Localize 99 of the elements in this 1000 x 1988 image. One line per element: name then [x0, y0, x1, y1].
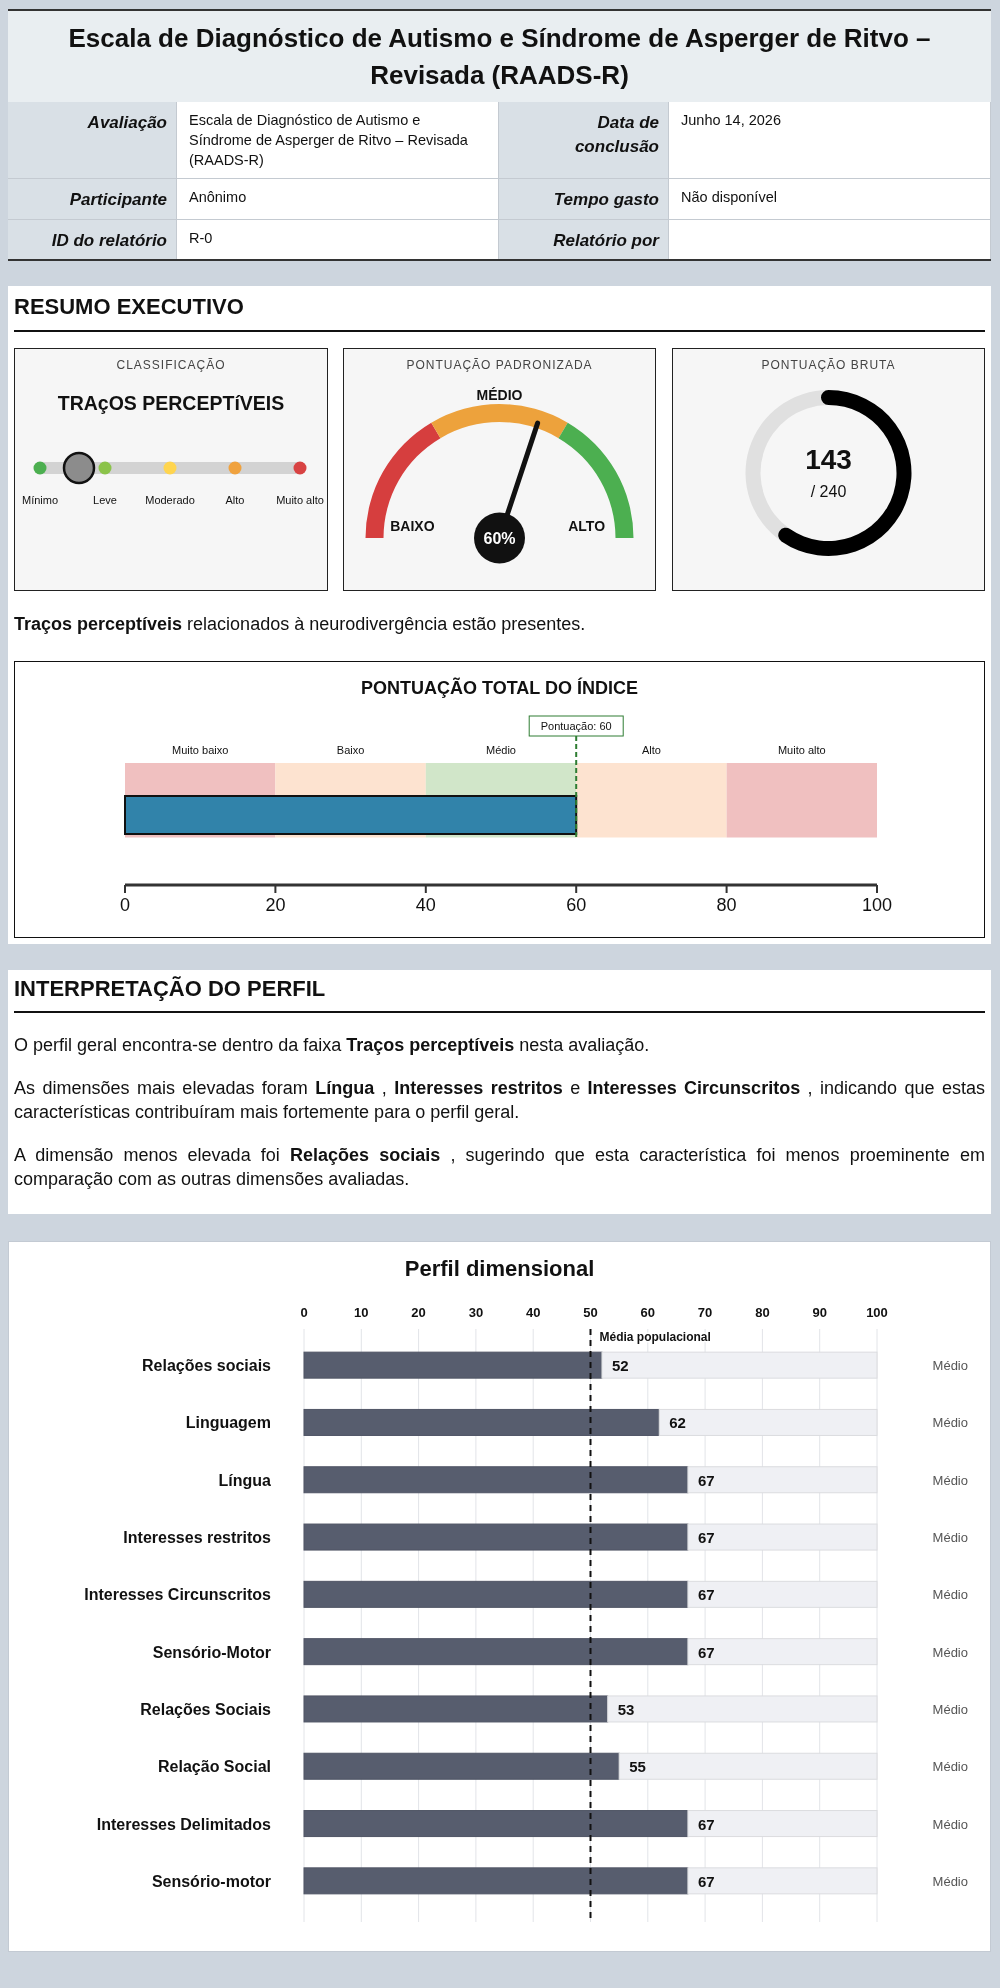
text: Médio [932, 1873, 968, 1889]
text: Junho 14, 2026 [669, 102, 991, 179]
text: Médio [932, 1816, 968, 1832]
band-label: Muito alto [777, 744, 826, 756]
x-tick-label: 80 [755, 1304, 770, 1320]
data-label: 67 [697, 1872, 715, 1890]
y-tick-label: Sensório-motor [151, 1872, 271, 1890]
x-tick-label: 0 [119, 895, 131, 915]
band-label: Baixo [336, 744, 365, 756]
text: Escala de Diagnóstico de Autismo e Síndrome de Asperger de Ritvo – Revisada (RAADS-R) [177, 102, 499, 179]
chart-title: Perfil dimensional [404, 1255, 595, 1281]
text: R-0 [177, 220, 499, 260]
text: TRAçOS PERCEPTíVEIS [57, 392, 285, 414]
text: As dimensões mais elevadas foram Língua , Interesses restritos e Interesses Circunscritos , indicando que estas características contribuíram mais fortemente para o perfil geral. [14, 1077, 986, 1122]
text: Médio [932, 1701, 968, 1717]
text: Médio [932, 1529, 968, 1545]
y-tick-label: Relação Social [158, 1757, 271, 1775]
bar [303, 1695, 609, 1723]
bar [303, 1408, 660, 1436]
band-label: Alto [641, 744, 661, 756]
bar [303, 1351, 603, 1379]
y-tick-label: Linguagem [185, 1413, 271, 1431]
x-tick-label: 20 [411, 1304, 426, 1320]
data-label: 67 [697, 1643, 715, 1661]
y-tick-label: Língua [218, 1471, 272, 1489]
y-tick-label: Interesses Delimitados [96, 1815, 272, 1833]
data-label: 67 [697, 1585, 715, 1603]
x-tick-label: 100 [866, 1304, 888, 1320]
x-tick-label: 40 [415, 895, 436, 915]
y-tick-label: Relações sociais [142, 1356, 272, 1374]
category-label: Alto [225, 494, 245, 506]
bar [303, 1523, 689, 1551]
text: Escala de Diagnóstico de Autismo e Síndrome de Asperger de Ritvo – Revisada (RAADS-R) [67, 21, 932, 92]
text: Médio [932, 1644, 968, 1660]
data-label: 143 [805, 443, 852, 474]
text: Médio [932, 1357, 968, 1373]
slice-label: MÉDIO [476, 387, 523, 403]
x-tick-label: 70 [697, 1304, 713, 1320]
text: Traços perceptíveis relacionados à neurodivergência estão presentes. [14, 613, 587, 636]
category-label: Moderado [145, 494, 195, 506]
text: O perfil geral encontra-se dentro da faixa Traços perceptíveis nesta avaliação. [14, 1034, 651, 1057]
x-tick-label: 90 [812, 1304, 827, 1320]
text: Médio [932, 1758, 968, 1774]
x-tick-label: 10 [354, 1304, 369, 1320]
x-tick-label: 100 [861, 895, 893, 915]
band-label: Muito baixo [172, 744, 229, 756]
text: Avaliação [8, 102, 177, 179]
y-tick-label: Interesses Circunscritos [84, 1585, 272, 1603]
x-tick-label: 0 [300, 1304, 308, 1320]
text: INTERPRETAÇÃO DO PERFIL [14, 976, 326, 1002]
text: Data de conclusão [499, 102, 669, 179]
category-label: Mínimo [21, 494, 59, 506]
x-tick-label: 40 [525, 1304, 541, 1320]
category-label: Muito alto [276, 494, 324, 506]
slice-label: BAIXO [390, 517, 435, 534]
text: A dimensão menos elevada foi Relações sociais , sugerindo que esta característica foi menos proeminente em comparação com as outras dimensões avaliadas. [14, 1144, 986, 1189]
x-tick-label: 80 [716, 895, 737, 915]
text: Tempo gasto [499, 179, 669, 220]
slice-label: ALTO [568, 517, 606, 534]
x-tick-label: 60 [640, 1304, 656, 1320]
bar [303, 1466, 689, 1494]
text: Anônimo [177, 179, 499, 220]
band-label: Médio [486, 744, 516, 756]
y-tick-label: Sensório-Motor [152, 1643, 271, 1661]
data-label: 67 [697, 1528, 715, 1546]
text: ID do relatório [8, 220, 177, 260]
text: RESUMO EXECUTIVO [14, 294, 244, 320]
y-tick-label: Interesses restritos [123, 1528, 272, 1546]
text: Médio [932, 1472, 968, 1488]
bar [303, 1867, 689, 1895]
ref-line-label: Pontuação: 60 [540, 720, 612, 732]
x-tick-label: 30 [468, 1304, 484, 1320]
text: CLASSIFICAÇÃO [116, 358, 226, 372]
chart-title: PONTUAÇÃO BRUTA [761, 358, 896, 372]
y-tick-label: Relações Sociais [140, 1700, 272, 1718]
category-label: Leve [93, 494, 117, 506]
data-label: 55 [629, 1757, 646, 1775]
text: Médio [932, 1586, 968, 1602]
x-tick-label: 60 [566, 895, 587, 915]
text: 60% [483, 529, 516, 547]
text: / 240 [810, 482, 847, 500]
bar [303, 1752, 620, 1780]
bar [303, 1638, 689, 1666]
text: Relatório por [499, 220, 669, 260]
bar [303, 1580, 689, 1608]
bar [303, 1810, 689, 1838]
chart-title: PONTUAÇÃO PADRONIZADA [406, 358, 593, 372]
data-label: 67 [697, 1815, 715, 1833]
chart-title: PONTUAÇÃO TOTAL DO ÍNDICE [360, 677, 639, 698]
text: Participante [8, 179, 177, 220]
text: Médio [932, 1414, 968, 1430]
data-label: 53 [617, 1700, 635, 1718]
ref-line-label: Média populacional [599, 1330, 711, 1344]
data-label: 67 [697, 1471, 715, 1489]
data-label: 52 [611, 1356, 629, 1374]
x-tick-label: 50 [583, 1304, 598, 1320]
text: Não disponível [669, 179, 991, 220]
data-label: 62 [669, 1413, 686, 1431]
x-tick-label: 20 [265, 895, 286, 915]
